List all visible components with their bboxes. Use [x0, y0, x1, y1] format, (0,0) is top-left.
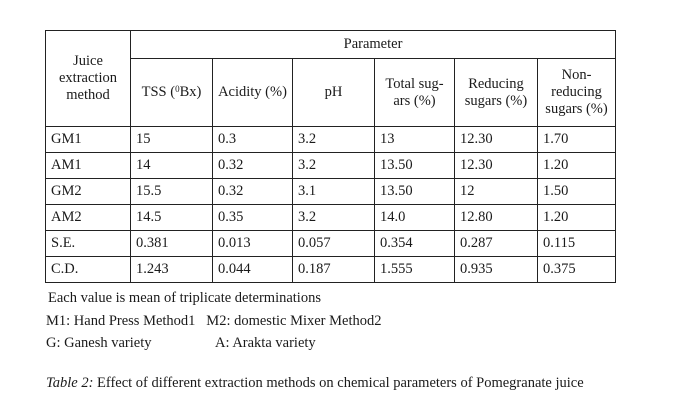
ph-cell: 3.2 [292, 204, 375, 231]
reducing-sugars-cell: 12.80 [454, 204, 538, 231]
table-row: GM1 15 0.3 3.2 13 12.30 1.70 [45, 126, 617, 153]
method-cell: S.E. [45, 230, 131, 257]
tss-cell: 15 [130, 126, 213, 153]
table-row: AM2 14.5 0.35 3.2 14.0 12.80 1.20 [45, 204, 617, 231]
reducing-sugars-cell: 12 [454, 178, 538, 205]
reducing-sugars-cell: 0.287 [454, 230, 538, 257]
ph-cell: 3.1 [292, 178, 375, 205]
total-sugars-cell: 14.0 [374, 204, 455, 231]
method-cell: GM2 [45, 178, 131, 205]
method-column-header: Juice extraction method [45, 30, 131, 127]
total-sugars-cell: 13.50 [374, 178, 455, 205]
non-reducing-sugars-cell: 0.375 [536, 256, 617, 283]
tss-column-header: TSS (0Bx) [130, 58, 213, 127]
non-reducing-sugars-cell: 1.20 [536, 152, 617, 179]
total-sugars-cell: 1.555 [374, 256, 455, 283]
tss-cell: 14.5 [130, 204, 213, 231]
ph-cell: 0.187 [292, 256, 375, 283]
total-sugars-cell: 13.50 [374, 152, 455, 179]
reducing-sugars-cell: 12.30 [454, 126, 538, 153]
caption-text: Effect of different extraction methods o… [93, 375, 584, 391]
total-sugars-cell: 0.354 [374, 230, 455, 257]
tss-cell: 14 [130, 152, 213, 179]
table-caption: Table 2: Effect of different extraction … [46, 374, 584, 392]
parameter-group-header: Parameter [129, 30, 617, 59]
table-row: S.E. 0.381 0.013 0.057 0.354 0.287 0.115 [45, 230, 617, 257]
non-reducing-sugars-column-header: Non-reducing sugars (%) [536, 58, 617, 127]
acidity-cell: 0.3 [212, 126, 293, 153]
tss-header-prefix: TSS ( [141, 84, 176, 101]
method-legend-note: M1: Hand Press Method1 M2: domestic Mixe… [46, 313, 382, 329]
ph-column-header: pH [292, 58, 375, 127]
acidity-cell: 0.35 [212, 204, 293, 231]
method-cell: AM1 [45, 152, 131, 179]
non-reducing-sugars-cell: 1.50 [536, 178, 617, 205]
table-row: GM2 15.5 0.32 3.1 13.50 12 1.50 [45, 178, 617, 205]
method-cell: C.D. [45, 256, 131, 283]
table-row: AM1 14 0.32 3.2 13.50 12.30 1.20 [45, 152, 617, 179]
total-sugars-column-header: Total sug-ars (%) [374, 58, 455, 127]
table-row: C.D. 1.243 0.044 0.187 1.555 0.935 0.375 [45, 256, 617, 283]
header-row-columns: TSS (0Bx) Acidity (%) pH Total sug-ars (… [46, 58, 617, 127]
variety-arakta-note: A: Arakta variety [215, 335, 316, 351]
non-reducing-sugars-cell: 1.20 [536, 204, 617, 231]
method-cell: AM2 [45, 204, 131, 231]
reducing-sugars-cell: 12.30 [454, 152, 538, 179]
acidity-cell: 0.044 [212, 256, 293, 283]
header-row-parameter: Juice extraction method Parameter [45, 30, 617, 127]
acidity-cell: 0.32 [212, 178, 293, 205]
triplicate-note: Each value is mean of triplicate determi… [48, 290, 321, 306]
variety-ganesh-note: G: Ganesh variety [46, 335, 152, 351]
acidity-cell: 0.32 [212, 152, 293, 179]
ph-cell: 0.057 [292, 230, 375, 257]
ph-cell: 3.2 [292, 126, 375, 153]
caption-label: Table 2: [46, 375, 94, 391]
acidity-column-header: Acidity (%) [212, 58, 293, 127]
ph-cell: 3.2 [292, 152, 375, 179]
acidity-cell: 0.013 [212, 230, 293, 257]
total-sugars-cell: 13 [374, 126, 455, 153]
reducing-sugars-cell: 0.935 [454, 256, 538, 283]
tss-header-superscript: 0 [175, 84, 180, 95]
chemical-parameters-table: Juice extraction method Parameter TSS (0… [45, 30, 617, 283]
tss-cell: 1.243 [130, 256, 213, 283]
tss-header-suffix: Bx) [179, 84, 202, 101]
reducing-sugars-column-header: Reducing sugars (%) [454, 58, 538, 127]
tss-cell: 15.5 [130, 178, 213, 205]
non-reducing-sugars-cell: 0.115 [536, 230, 617, 257]
method-cell: GM1 [45, 126, 131, 153]
non-reducing-sugars-cell: 1.70 [536, 126, 617, 153]
tss-cell: 0.381 [130, 230, 213, 257]
